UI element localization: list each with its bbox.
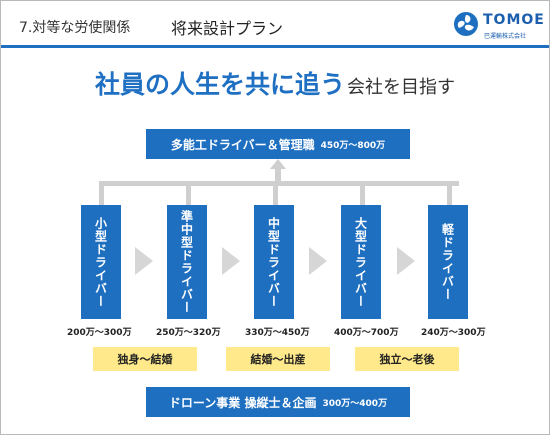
slide-title: 将来設計プラン — [171, 19, 284, 38]
chevron-right-icon — [135, 247, 153, 275]
connector-up-arrow-shaft — [275, 167, 281, 183]
slide-header: 7.対等な労使関係 将来設計プラン TOMOE 巴運輸株式会社 — [1, 1, 549, 45]
career-column-large: 大型ドライバー — [341, 205, 381, 319]
top-box-range: 450万～800万 — [320, 140, 386, 151]
salary-large: 400万～700万 — [334, 328, 399, 338]
company-logo: TOMOE 巴運輸株式会社 — [454, 11, 544, 41]
bottom-box-label: ドローン事業 操縦士＆企画 — [168, 395, 317, 410]
headline: 社員の人生を共に追う 会社を目指す — [1, 65, 549, 101]
career-column-semi-medium: 準中型ドライバー — [167, 205, 207, 319]
connector-drop-5 — [447, 181, 452, 205]
career-column-label: 軽ドライバー — [440, 223, 455, 301]
logo-name: TOMOE — [483, 12, 545, 28]
bottom-box-range: 300万～400万 — [322, 398, 388, 409]
career-column-label: 大型ドライバー — [353, 216, 368, 308]
chevron-right-icon — [397, 247, 415, 275]
salary-small: 200万～300万 — [67, 328, 132, 338]
career-column-medium: 中型ドライバー — [254, 205, 294, 319]
career-column-small: 小型ドライバー — [81, 205, 121, 319]
chevron-right-icon — [309, 247, 327, 275]
connector-drop-4 — [360, 181, 365, 205]
salary-light: 240万～300万 — [421, 328, 486, 338]
connector-drop-1 — [99, 181, 104, 205]
connector-horizontal — [99, 181, 459, 186]
headline-sub: 会社を目指す — [347, 77, 455, 98]
salary-medium: 330万～450万 — [245, 328, 310, 338]
logo-subtitle: 巴運輸株式会社 — [484, 33, 527, 40]
headline-main: 社員の人生を共に追う — [94, 70, 345, 99]
connector-drop-2 — [186, 181, 191, 205]
header-divider — [1, 45, 549, 48]
life-stage-3: 独立～老後 — [355, 347, 459, 371]
career-column-label: 準中型ドライバー — [179, 210, 194, 314]
up-arrow-icon — [270, 159, 286, 169]
top-career-box: 多能工ドライバー＆管理職 450万～800万 — [146, 129, 410, 159]
career-column-light: 軽ドライバー — [428, 205, 468, 319]
chevron-right-icon — [222, 247, 240, 275]
section-label: 7.対等な労使関係 — [19, 20, 131, 36]
career-column-label: 中型ドライバー — [266, 216, 281, 308]
life-stage-1: 独身～結婚 — [93, 347, 197, 371]
tomoe-emblem-icon — [454, 12, 478, 36]
connector-drop-3 — [273, 181, 278, 205]
salary-semi-medium: 250万～320万 — [156, 328, 221, 338]
bottom-career-box: ドローン事業 操縦士＆企画 300万～400万 — [146, 387, 410, 417]
life-stage-2: 結婚～出産 — [226, 347, 330, 371]
top-box-label: 多能工ドライバー＆管理職 — [170, 137, 315, 152]
career-column-label: 小型ドライバー — [93, 216, 108, 308]
